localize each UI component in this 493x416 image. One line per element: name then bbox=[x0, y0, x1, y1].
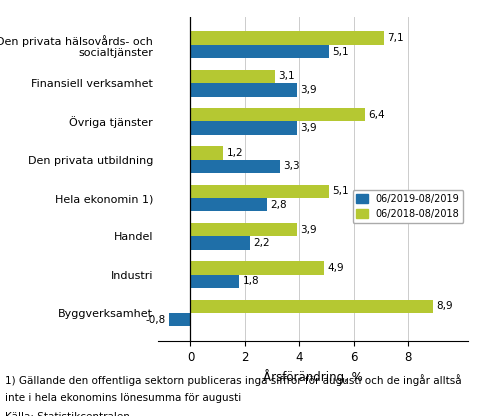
Bar bbox=[190, 121, 297, 135]
Bar bbox=[190, 198, 267, 211]
Text: 5,1: 5,1 bbox=[333, 186, 350, 196]
Bar bbox=[190, 223, 297, 236]
Bar bbox=[190, 185, 329, 198]
Bar bbox=[190, 261, 324, 275]
Text: 3,3: 3,3 bbox=[283, 161, 300, 171]
Bar bbox=[190, 160, 281, 173]
Text: 3,9: 3,9 bbox=[300, 225, 317, 235]
Legend: 06/2019-08/2019, 06/2018-08/2018: 06/2019-08/2019, 06/2018-08/2018 bbox=[352, 190, 463, 223]
Text: Källa: Statistikcentralen: Källa: Statistikcentralen bbox=[5, 412, 130, 416]
Bar bbox=[190, 236, 250, 250]
Bar bbox=[190, 146, 223, 160]
Bar bbox=[190, 70, 275, 83]
Bar bbox=[169, 313, 190, 327]
Bar bbox=[190, 108, 365, 121]
Text: 3,1: 3,1 bbox=[278, 72, 295, 82]
Text: 1,8: 1,8 bbox=[243, 276, 259, 286]
Bar bbox=[190, 45, 329, 58]
Bar bbox=[190, 31, 384, 45]
Text: 2,2: 2,2 bbox=[254, 238, 270, 248]
Text: 5,1: 5,1 bbox=[333, 47, 350, 57]
Text: 2,8: 2,8 bbox=[270, 200, 286, 210]
Text: 6,4: 6,4 bbox=[368, 110, 385, 120]
Bar bbox=[190, 275, 240, 288]
Bar bbox=[190, 83, 297, 97]
Text: 8,9: 8,9 bbox=[436, 301, 453, 311]
Text: 1) Gällande den offentliga sektorn publiceras inga siffror för augusti och de in: 1) Gällande den offentliga sektorn publi… bbox=[5, 374, 461, 386]
Text: 3,9: 3,9 bbox=[300, 85, 317, 95]
Bar bbox=[190, 300, 433, 313]
Text: 1,2: 1,2 bbox=[226, 148, 243, 158]
Text: -0,8: -0,8 bbox=[145, 314, 165, 324]
Text: inte i hela ekonomins lönesumma för augusti: inte i hela ekonomins lönesumma för augu… bbox=[5, 393, 241, 403]
Text: 3,9: 3,9 bbox=[300, 123, 317, 133]
Text: 7,1: 7,1 bbox=[387, 33, 404, 43]
X-axis label: Årsförändring, %: Årsförändring, % bbox=[263, 369, 363, 384]
Text: 4,9: 4,9 bbox=[327, 263, 344, 273]
